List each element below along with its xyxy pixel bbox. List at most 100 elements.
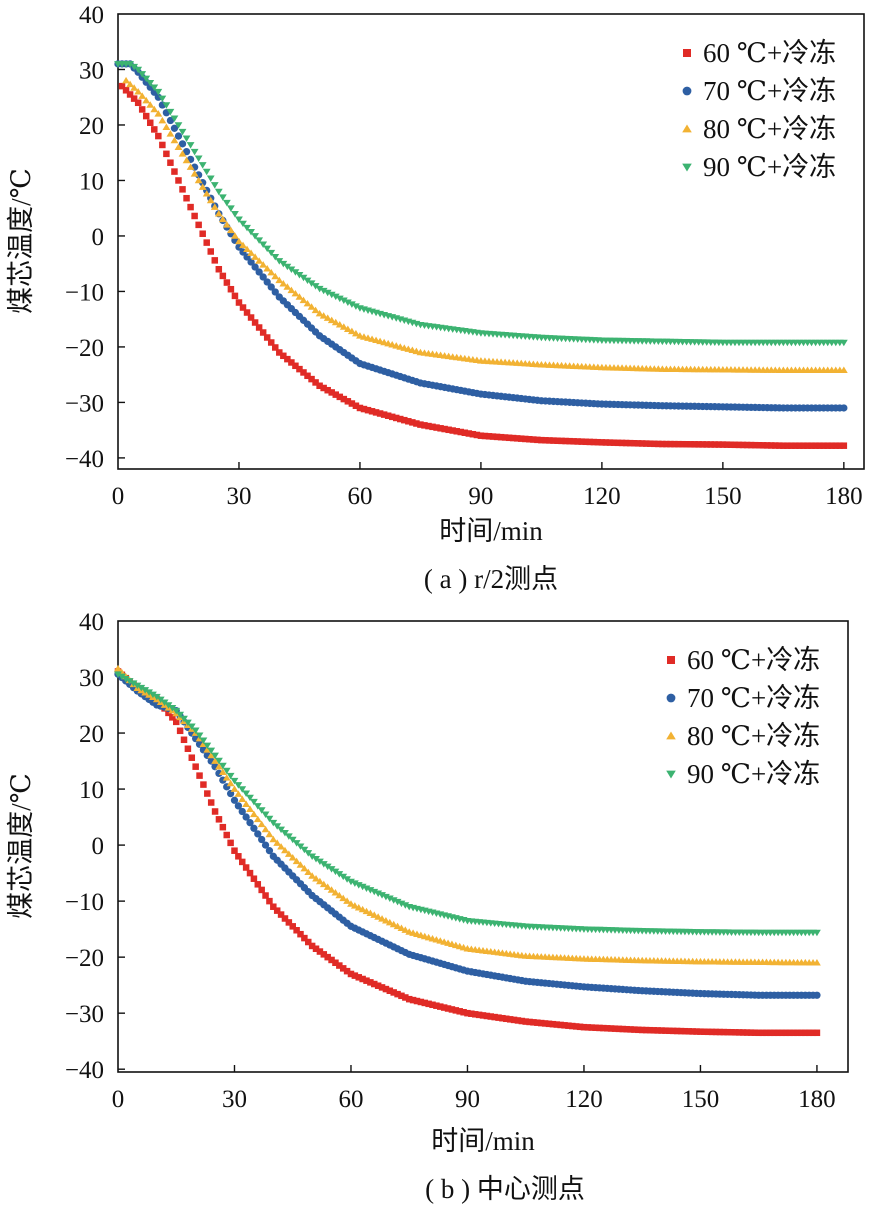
data-point <box>336 393 344 401</box>
data-point <box>360 405 368 413</box>
data-point <box>732 1029 739 1036</box>
data-point <box>195 732 204 739</box>
data-point <box>457 428 465 436</box>
data-point <box>145 689 153 696</box>
data-point <box>362 885 371 892</box>
data-point <box>604 1025 611 1032</box>
x-ticks: 0 30 60 90 120 150 180 <box>112 1065 836 1113</box>
data-point <box>681 1027 689 1035</box>
data-point <box>526 1018 533 1026</box>
data-point <box>356 404 364 412</box>
data-point <box>359 975 366 983</box>
data-point <box>211 808 219 815</box>
data-point <box>397 415 404 423</box>
data-point <box>255 237 264 244</box>
data-point <box>497 433 505 441</box>
data-point <box>546 437 553 444</box>
data-point <box>186 142 195 149</box>
data-point <box>651 440 658 448</box>
data-point <box>343 876 351 883</box>
legend: 60 ℃+冷冻 70 ℃+冷冻 80 ℃+冷冻 90 ℃+冷冻 <box>682 38 836 182</box>
y-tick-label: 40 <box>79 609 104 636</box>
data-point <box>328 956 335 964</box>
data-point <box>160 699 169 706</box>
data-point <box>327 886 336 893</box>
data-point <box>312 875 320 882</box>
x-axis-title: 时间/min <box>439 516 543 546</box>
legend-label: 80 ℃+冷冻 <box>687 721 820 751</box>
data-point <box>798 1029 805 1037</box>
data-point <box>251 319 259 326</box>
legend-marker <box>682 163 692 172</box>
data-point <box>316 858 324 866</box>
data-point <box>300 846 309 854</box>
data-point <box>393 922 402 930</box>
data-point <box>222 774 231 781</box>
data-point <box>202 168 211 176</box>
data-point <box>594 438 602 446</box>
data-point <box>394 990 401 998</box>
data-point <box>522 435 529 443</box>
data-point <box>246 805 254 813</box>
data-point <box>178 140 187 148</box>
data-point <box>283 263 292 271</box>
data-point <box>561 1022 568 1029</box>
data-point <box>180 715 188 723</box>
data-point <box>142 112 150 120</box>
data-point <box>347 970 355 978</box>
data-point <box>782 1029 790 1037</box>
data-point <box>358 883 367 891</box>
data-point <box>513 435 521 442</box>
data-point <box>763 442 771 449</box>
data-point <box>243 224 251 232</box>
data-marks <box>114 664 821 1037</box>
data-point <box>642 1026 650 1034</box>
data-point <box>191 212 198 220</box>
legend-marker <box>682 86 692 96</box>
data-point <box>230 777 239 785</box>
data-point <box>456 1008 463 1015</box>
x-tick-label: 90 <box>455 1086 480 1113</box>
data-point <box>162 102 171 109</box>
data-point <box>364 406 372 414</box>
data-point <box>267 268 276 276</box>
data-point <box>716 1028 724 1036</box>
data-point <box>440 1004 448 1011</box>
y-ticks: 40 30 20 10 0 −10 −20 −30 −40 <box>65 2 125 473</box>
data-point <box>267 339 275 346</box>
data-point <box>506 1016 514 1023</box>
data-point <box>448 1006 456 1013</box>
data-point <box>261 841 270 849</box>
data-point <box>503 1015 510 1023</box>
data-point <box>530 436 537 443</box>
data-point <box>380 411 388 418</box>
data-point <box>125 678 134 685</box>
data-point <box>222 199 231 207</box>
data-point <box>588 1024 595 1031</box>
data-point <box>255 324 263 331</box>
data-point <box>194 155 203 162</box>
data-point <box>630 440 638 447</box>
data-point <box>650 1027 658 1034</box>
chart-subtitle: ( b ) 中心测点 <box>425 1174 585 1204</box>
data-point <box>203 742 212 750</box>
data-point <box>182 147 191 156</box>
data-point <box>339 873 348 881</box>
legend-label: 70 ℃+冷冻 <box>687 683 820 713</box>
x-axis-title: 时间/min <box>431 1126 535 1156</box>
data-point <box>234 782 243 789</box>
data-point <box>388 413 396 421</box>
data-point <box>192 763 199 770</box>
data-point <box>774 1029 782 1037</box>
data-point <box>828 442 835 449</box>
data-point <box>606 439 614 446</box>
data-point <box>638 440 646 447</box>
data-point <box>800 442 807 449</box>
data-point <box>378 984 386 991</box>
data-point <box>794 1029 801 1037</box>
data-point <box>433 424 440 431</box>
data-point <box>780 442 787 449</box>
data-point <box>265 815 274 823</box>
series-4 <box>114 61 848 347</box>
data-point <box>158 95 167 103</box>
